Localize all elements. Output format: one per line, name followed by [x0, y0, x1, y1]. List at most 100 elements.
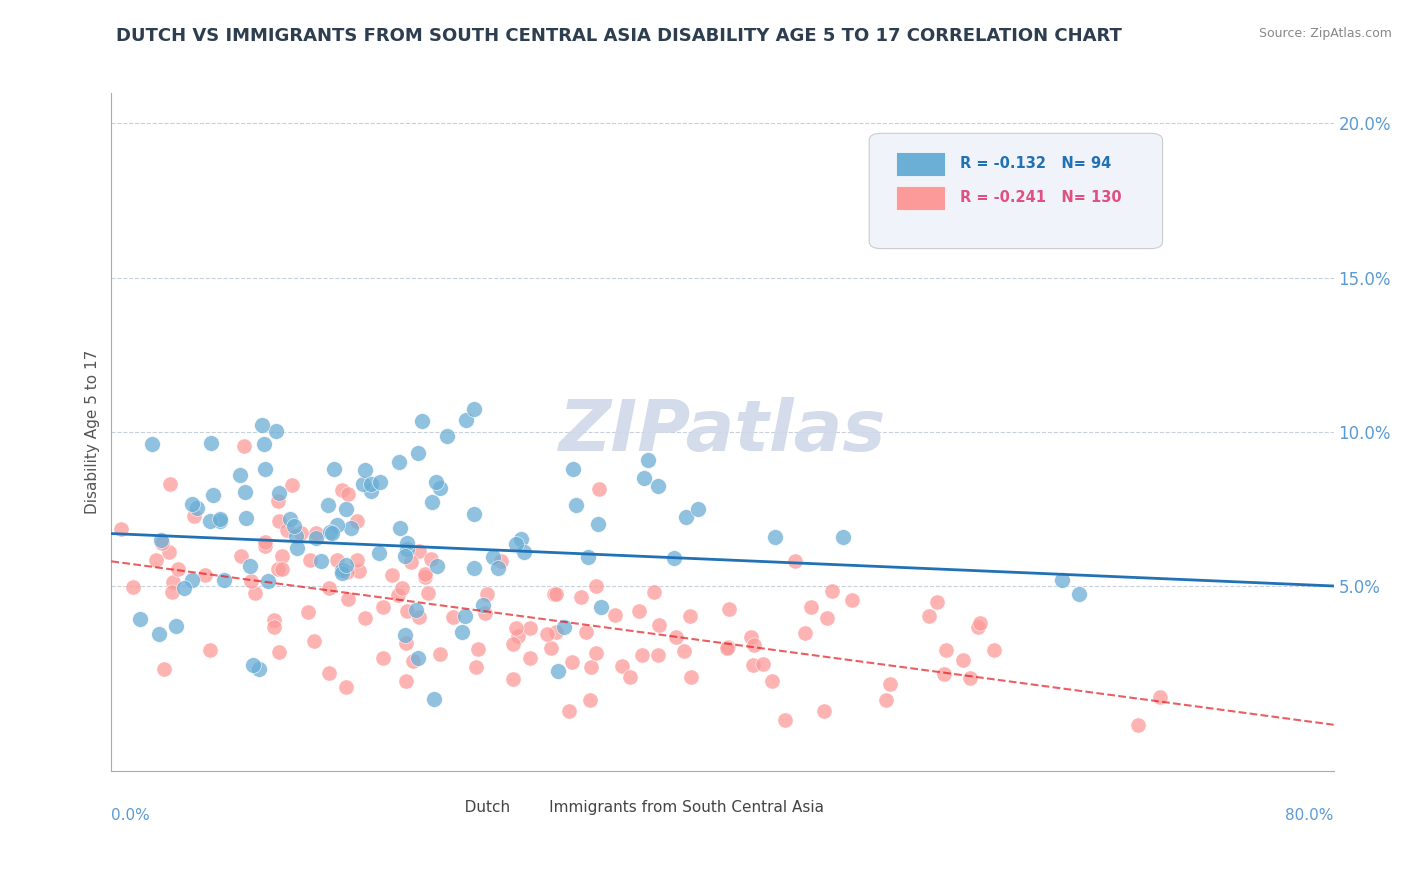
Point: [284, 529, 307, 543]
Point: [347, 564, 370, 578]
Point: [269, 645, 291, 659]
Point: [465, 660, 488, 674]
Point: [773, 713, 796, 727]
FancyBboxPatch shape: [896, 186, 945, 210]
Point: [983, 642, 1005, 657]
Point: [716, 641, 738, 656]
Point: [519, 651, 541, 665]
Point: [553, 620, 575, 634]
Point: [820, 583, 842, 598]
Point: [332, 566, 354, 580]
Point: [474, 606, 496, 620]
Point: [952, 653, 974, 667]
Point: [396, 604, 419, 618]
Point: [413, 567, 436, 582]
Point: [212, 574, 235, 588]
Point: [173, 581, 195, 595]
Point: [253, 437, 276, 451]
Point: [578, 693, 600, 707]
Point: [627, 604, 650, 618]
Point: [763, 530, 786, 544]
Point: [330, 483, 353, 497]
Point: [591, 599, 613, 614]
Point: [336, 566, 359, 580]
Point: [335, 558, 357, 572]
Point: [394, 628, 416, 642]
Point: [305, 525, 328, 540]
Point: [481, 549, 503, 564]
Point: [665, 630, 688, 644]
Point: [335, 502, 357, 516]
Point: [271, 562, 294, 576]
Point: [643, 585, 665, 599]
Point: [679, 609, 702, 624]
Point: [502, 672, 524, 686]
Point: [637, 452, 659, 467]
Point: [751, 657, 773, 671]
Text: Dutch        Immigrants from South Central Asia: Dutch Immigrants from South Central Asia: [450, 800, 824, 814]
Point: [429, 481, 451, 495]
Point: [276, 523, 298, 537]
Point: [396, 536, 419, 550]
Point: [209, 512, 232, 526]
FancyBboxPatch shape: [896, 152, 945, 176]
Point: [675, 510, 697, 524]
Point: [321, 525, 343, 540]
Point: [228, 468, 250, 483]
Point: [323, 462, 346, 476]
Text: DUTCH VS IMMIGRANTS FROM SOUTH CENTRAL ASIA DISABILITY AGE 5 TO 17 CORRELATION C: DUTCH VS IMMIGRANTS FROM SOUTH CENTRAL A…: [115, 27, 1122, 45]
Point: [502, 637, 524, 651]
Point: [304, 633, 326, 648]
Point: [325, 517, 347, 532]
Point: [741, 657, 763, 672]
Point: [558, 704, 581, 718]
Point: [335, 680, 357, 694]
Point: [672, 643, 695, 657]
Point: [934, 667, 956, 681]
Point: [547, 664, 569, 678]
Point: [280, 478, 302, 492]
Point: [686, 502, 709, 516]
Point: [387, 588, 409, 602]
Point: [419, 551, 441, 566]
Point: [318, 581, 340, 595]
Point: [647, 479, 669, 493]
Point: [588, 483, 610, 497]
Point: [463, 401, 485, 416]
Point: [271, 549, 294, 564]
Point: [239, 574, 262, 589]
Point: [603, 608, 626, 623]
Point: [250, 418, 273, 433]
Point: [395, 673, 418, 688]
Point: [395, 636, 418, 650]
Text: 80.0%: 80.0%: [1285, 808, 1334, 823]
Point: [879, 677, 901, 691]
Point: [285, 541, 308, 556]
Point: [394, 549, 416, 563]
Point: [267, 493, 290, 508]
Text: R = -0.241   N= 130: R = -0.241 N= 130: [960, 190, 1121, 205]
Point: [1126, 718, 1149, 732]
Point: [717, 640, 740, 654]
Point: [311, 554, 333, 568]
Point: [232, 439, 254, 453]
Y-axis label: Disability Age 5 to 17: Disability Age 5 to 17: [86, 350, 100, 514]
Point: [429, 647, 451, 661]
Point: [544, 625, 567, 640]
Point: [141, 437, 163, 451]
Point: [352, 476, 374, 491]
Point: [319, 525, 342, 540]
Point: [110, 522, 132, 536]
Point: [186, 501, 208, 516]
Point: [388, 521, 411, 535]
Point: [167, 562, 190, 576]
Point: [183, 508, 205, 523]
Point: [585, 578, 607, 592]
Point: [408, 651, 430, 665]
Point: [425, 475, 447, 489]
Point: [346, 552, 368, 566]
Point: [371, 651, 394, 665]
Point: [742, 638, 765, 652]
FancyBboxPatch shape: [588, 803, 619, 820]
Point: [243, 586, 266, 600]
